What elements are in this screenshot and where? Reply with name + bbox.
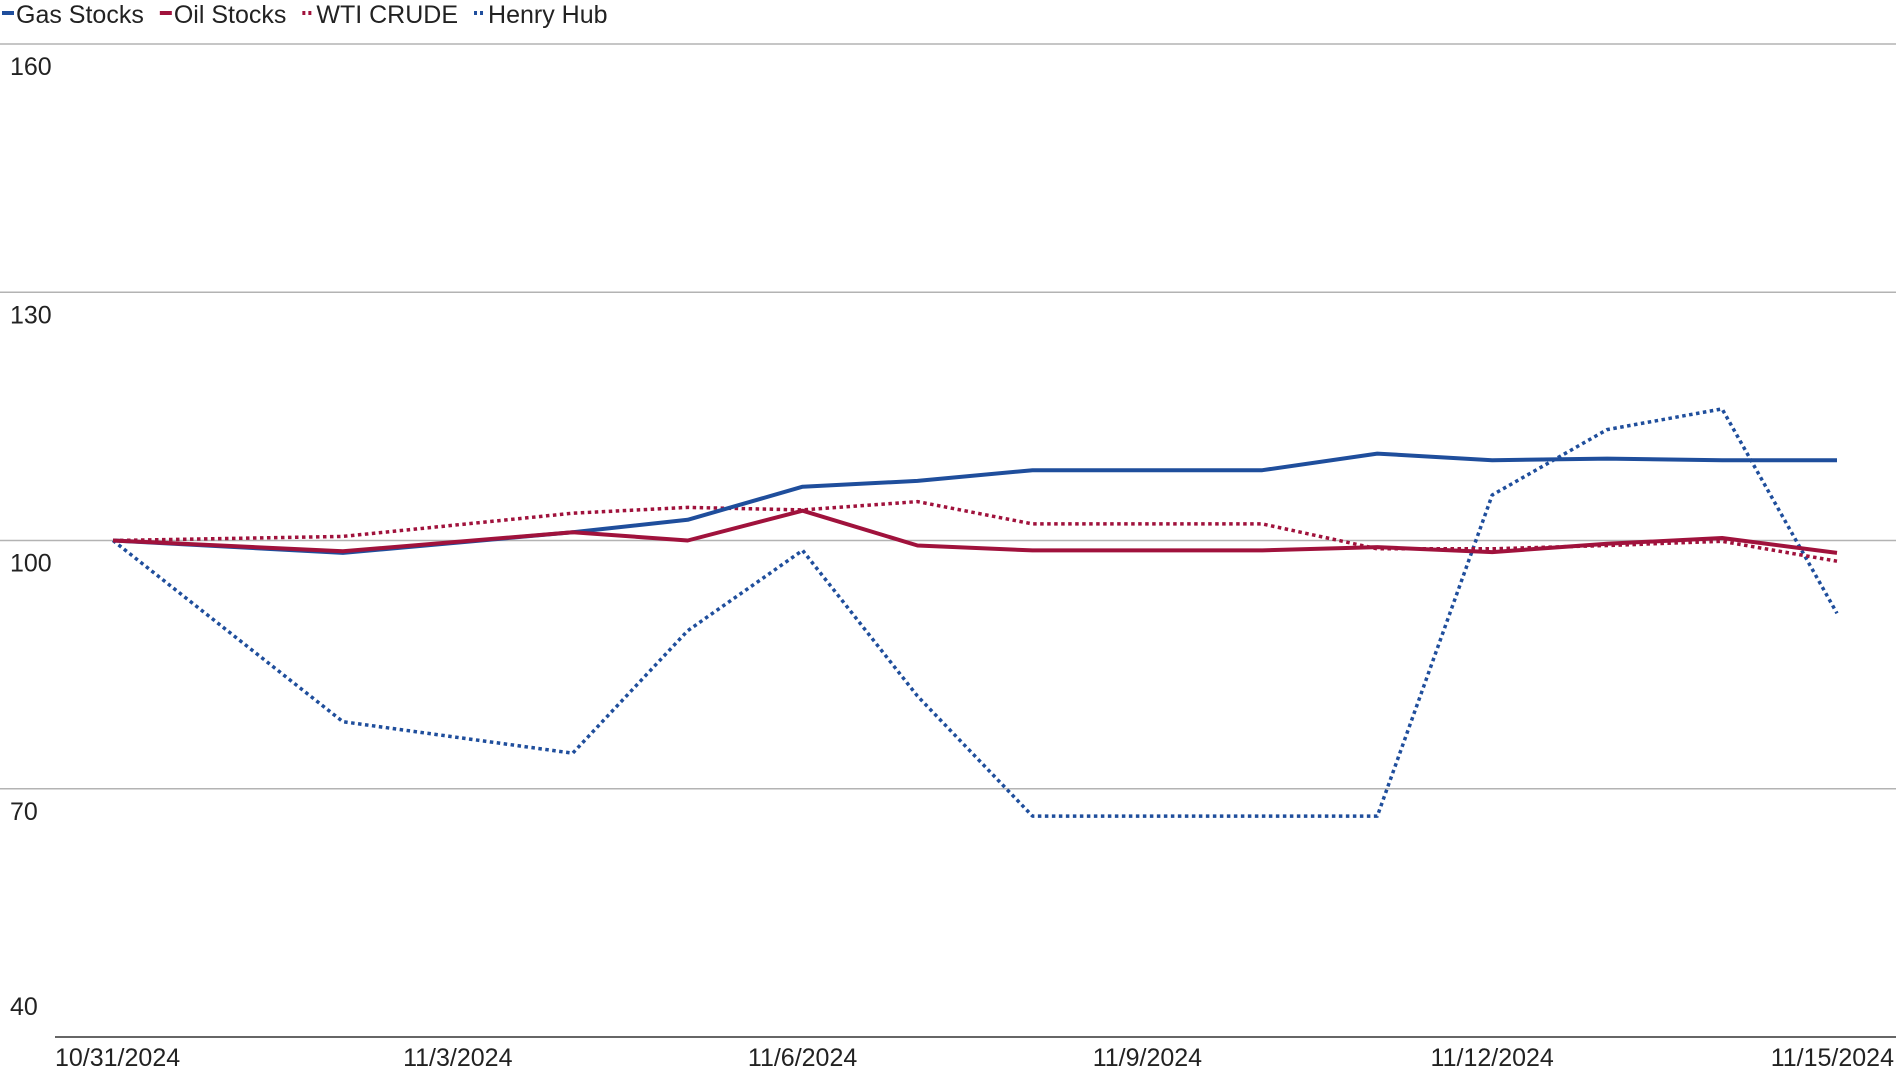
x-tick-label-3: 11/9/2024: [1093, 1044, 1202, 1066]
x-tick-label-1: 11/3/2024: [403, 1044, 512, 1066]
y-tick-label-70: 70: [10, 798, 38, 826]
series-line-henry-hub: [111, 407, 1839, 818]
series-line-oil-stocks: [112, 508, 1838, 555]
y-tick-label-100: 100: [10, 550, 52, 578]
x-axis-ticks: 10/31/2024 11/3/2024 11/6/2024 11/9/2024 11/…: [55, 1044, 1894, 1066]
chart-legend: Gas Stocks Oil Stocks WTI CRUDE Henry Hub: [2, 1, 608, 29]
x-tick-label-4: 11/12/2024: [1431, 1044, 1554, 1066]
legend-label-oil-stocks: Oil Stocks: [174, 1, 287, 29]
y-tick-label-40: 40: [10, 993, 38, 1021]
y-axis-ticks: 40 70 100 130 160: [10, 53, 52, 1021]
y-tick-label-130: 130: [10, 301, 52, 329]
legend-label-wti-crude: WTI CRUDE: [316, 1, 458, 29]
x-tick-label-0: 10/31/2024: [55, 1044, 180, 1066]
x-tick-label-5: 11/15/2024: [1771, 1044, 1894, 1066]
legend-label-gas-stocks: Gas Stocks: [16, 1, 144, 29]
x-tick-label-2: 11/6/2024: [748, 1044, 857, 1066]
y-tick-label-160: 160: [10, 53, 52, 81]
chart-series: [111, 407, 1839, 818]
y-gridlines: [0, 43, 1896, 790]
series-line-gas-stocks: [112, 451, 1837, 555]
legend-label-henry-hub: Henry Hub: [488, 1, 608, 29]
